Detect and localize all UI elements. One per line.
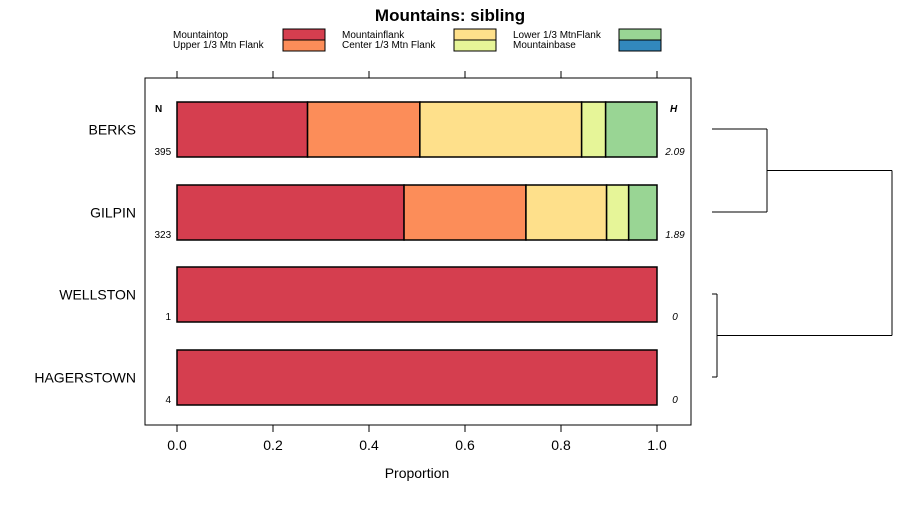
legend-label: Center 1/3 Mtn Flank <box>342 40 436 51</box>
legend-label: Mountaintop <box>173 30 228 41</box>
category-label: BERKS <box>89 122 136 138</box>
bar-segment <box>627 184 658 241</box>
bar-segment <box>176 184 405 241</box>
bar-segment <box>176 266 658 323</box>
bar-segment <box>525 184 608 241</box>
x-tick-label: 0.8 <box>551 437 571 453</box>
legend-swatch <box>618 28 662 41</box>
n-value: 395 <box>155 147 172 158</box>
bar-segment <box>176 349 658 406</box>
bar-segment <box>419 101 583 158</box>
category-label: GILPIN <box>90 205 136 221</box>
bar-segment <box>604 101 658 158</box>
legend-label: Mountainbase <box>513 40 576 51</box>
n-value: 323 <box>155 230 172 241</box>
h-header: H <box>670 104 678 115</box>
bar-segment <box>403 184 527 241</box>
legend-swatch <box>453 28 497 41</box>
n-value: 4 <box>166 395 172 406</box>
legend-swatch <box>618 39 662 52</box>
bar-segment <box>176 101 309 158</box>
legend-label: Lower 1/3 MtnFlank <box>513 30 602 41</box>
legend-swatch <box>453 39 497 52</box>
row-labels: BERKS 395 2.09 GILPIN 323 1.89 WELLSTON 1 0 HAGER… <box>34 122 685 407</box>
x-tick-label: 0.0 <box>167 437 187 453</box>
bar-segment <box>580 101 607 158</box>
legend-label: Mountainflank <box>342 30 405 41</box>
n-header: N <box>155 104 162 115</box>
bars <box>176 101 658 406</box>
chart-title: Mountains: sibling <box>375 6 525 25</box>
x-tick-label: 0.6 <box>455 437 475 453</box>
category-label: WELLSTON <box>59 287 136 303</box>
category-label: HAGERSTOWN <box>34 370 136 386</box>
legend-label: Upper 1/3 Mtn Flank <box>173 40 265 51</box>
h-value: 2.09 <box>664 147 685 158</box>
h-value: 1.89 <box>665 230 685 241</box>
x-axis-label: Proportion <box>385 465 450 481</box>
dendrogram <box>712 128 893 378</box>
h-value: 0 <box>672 312 678 323</box>
x-axis: 0.0 0.2 0.4 0.6 0.8 1.0 <box>167 71 667 453</box>
bar-segment <box>306 101 421 158</box>
legend-swatch <box>282 39 326 52</box>
x-tick-label: 1.0 <box>647 437 667 453</box>
plot-frame <box>144 77 692 426</box>
bar-segment <box>605 184 630 241</box>
x-tick-label: 0.4 <box>359 437 379 453</box>
h-value: 0 <box>672 395 678 406</box>
x-tick-label: 0.2 <box>263 437 283 453</box>
n-value: 1 <box>166 312 172 323</box>
legend-swatch <box>282 28 326 41</box>
